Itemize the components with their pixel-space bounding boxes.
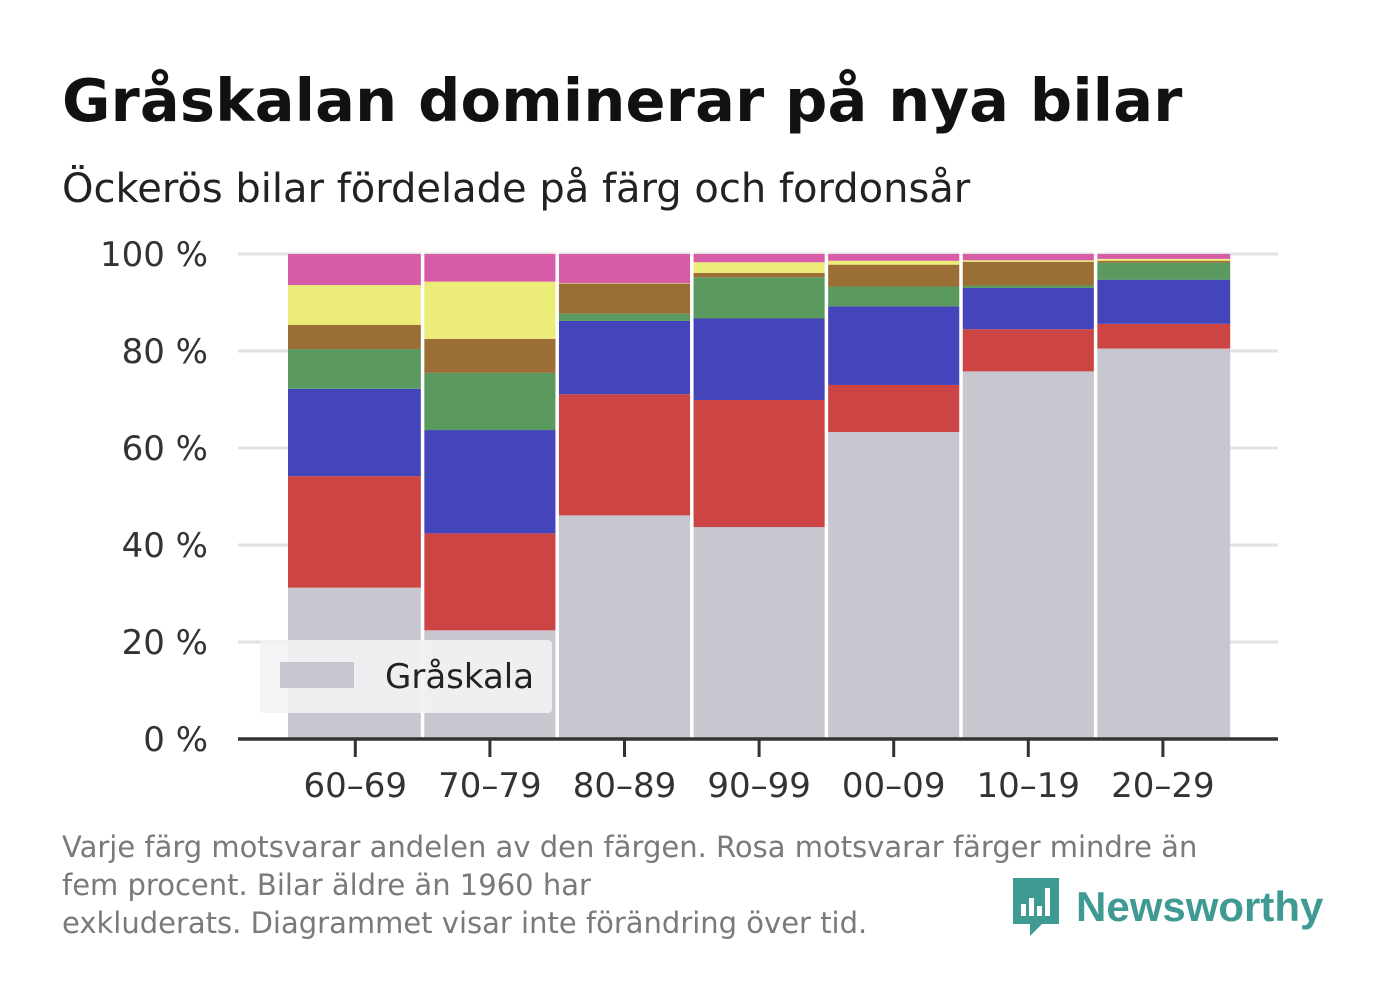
bar-segment: [288, 254, 423, 286]
bar-segment: [826, 260, 961, 265]
y-tick-label: 0 %: [143, 720, 208, 760]
bar-segment: [826, 286, 961, 307]
bar-segment: [557, 254, 692, 284]
footnote: Varje färg motsvarar andelen av den färg…: [62, 828, 1312, 942]
y-tick-label: 60 %: [122, 429, 208, 469]
bar-segment: [557, 313, 692, 321]
bar-segment: [691, 527, 827, 739]
y-tick-label: 20 %: [122, 623, 208, 663]
y-tick-label: 80 %: [122, 332, 208, 372]
bar-segment: [557, 394, 692, 516]
bar-segment: [422, 533, 558, 631]
x-tick-label: 70–79: [438, 766, 542, 806]
footnote-line-3: exkluderats. Diagrammet visar inte förän…: [62, 906, 868, 940]
x-tick-label: 10–19: [977, 766, 1081, 806]
bar-segment: [288, 285, 423, 325]
bar-segment: [288, 388, 423, 477]
brand-name: Newsworthy: [1076, 883, 1324, 930]
bar-segment: [1095, 258, 1231, 261]
bar-segment: [826, 264, 961, 287]
x-tick-label: 80–89: [573, 766, 677, 806]
legend: Gråskala: [260, 640, 552, 713]
footnote-line-1: Varje färg motsvarar andelen av den färg…: [62, 830, 1198, 864]
bar-segment: [691, 272, 827, 278]
x-tick-label: 90–99: [707, 766, 811, 806]
bar-segment: [557, 515, 692, 739]
bar-segment: [288, 476, 423, 588]
bar-segment: [961, 329, 1096, 372]
legend-swatch-graskala: [280, 662, 354, 688]
bar-segment: [1095, 323, 1231, 349]
footnote-line-2: fem procent. Bilar äldre än 1960 har: [62, 868, 591, 902]
bar-segment: [691, 399, 827, 528]
bar-segment: [826, 306, 961, 385]
bar-segment: [422, 338, 558, 373]
bar-segment: [1095, 254, 1231, 259]
x-tick-label: 60–69: [304, 766, 408, 806]
bar-segment: [826, 384, 961, 432]
chart-title: Gråskalan dominerar på nya bilar: [62, 66, 1183, 135]
x-tick-label: 20–29: [1111, 766, 1215, 806]
bar-segment: [422, 372, 558, 431]
bar-segment: [691, 254, 827, 263]
bar-segment: [1095, 279, 1231, 324]
bar-segment: [422, 281, 558, 339]
chart-subtitle: Öckerös bilar fördelade på färg och ford…: [62, 166, 971, 212]
bar-segment: [1095, 260, 1231, 263]
y-tick-label: 40 %: [122, 526, 208, 566]
brand-logo[interactable]: Newsworthy: [1010, 876, 1323, 938]
bar-segment: [422, 254, 558, 282]
bar-segment: [961, 254, 1096, 261]
bar-segment: [961, 261, 1096, 286]
bar-segment: [961, 287, 1096, 330]
bar-segment: [826, 431, 961, 739]
bar-segment: [961, 371, 1096, 739]
y-tick-label: 100 %: [100, 235, 208, 275]
bar-segment: [288, 324, 423, 350]
bar-segment: [557, 320, 692, 395]
bar-segment: [691, 277, 827, 319]
bar-segment: [1095, 262, 1231, 280]
newsworthy-logo-icon: [1013, 878, 1059, 936]
bar-segment: [691, 318, 827, 400]
bar-segment: [288, 349, 423, 389]
legend-label-graskala: Gråskala: [385, 657, 534, 697]
x-tick-label: 00–09: [842, 766, 946, 806]
bar-segment: [557, 283, 692, 314]
bar-segment: [422, 430, 558, 534]
bar-segment: [691, 262, 827, 273]
bar-segment: [961, 285, 1096, 288]
bar-segment: [826, 254, 961, 261]
axes: 0 % 20 % 40 % 60 % 80 % 100 % 60–69 70–79 80–89 9…: [100, 235, 1278, 806]
legend-background: [260, 640, 552, 713]
bar-segment: [961, 260, 1096, 262]
bar-segment: [1095, 348, 1231, 739]
